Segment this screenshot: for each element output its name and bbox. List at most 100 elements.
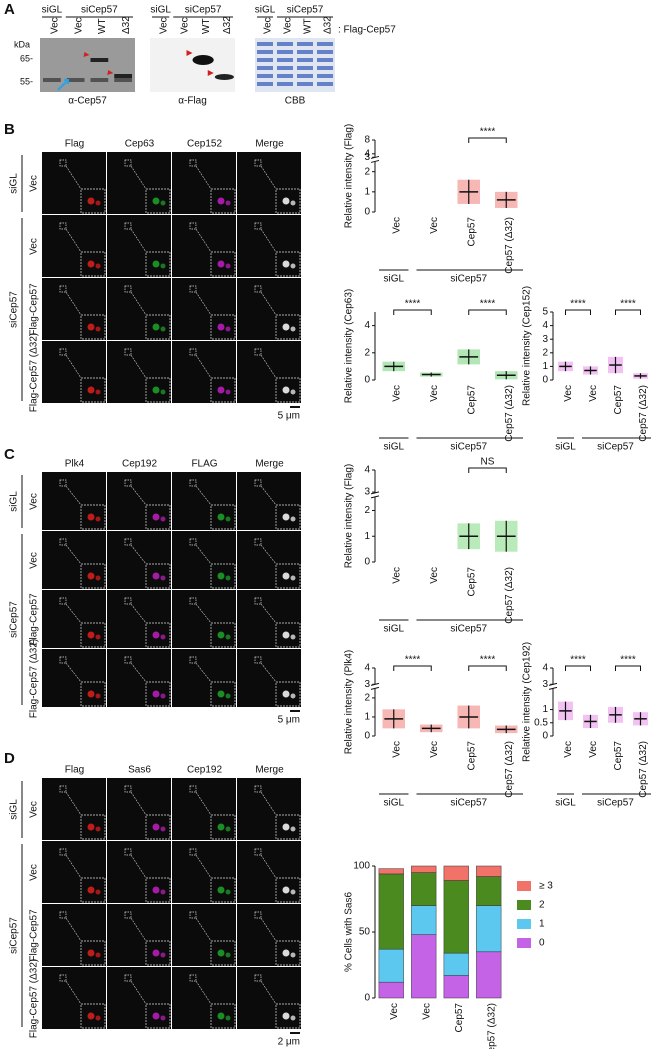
x-tick-label: Vec	[391, 567, 402, 584]
y-tick-label: 50	[359, 927, 371, 938]
roi	[254, 656, 262, 664]
group-label: siCep57	[450, 798, 487, 809]
inset-link	[260, 603, 277, 624]
bracket	[615, 309, 641, 315]
signal	[290, 516, 296, 522]
micrograph	[237, 778, 301, 840]
inset-link	[65, 917, 82, 942]
inset-link	[130, 917, 147, 942]
signal	[290, 826, 296, 832]
y-axis-label: Relative intensity (Flag)	[344, 124, 355, 228]
band	[317, 74, 333, 78]
signal	[95, 263, 101, 269]
channel-label: Flag	[65, 139, 84, 150]
x-tick-label: Vec	[391, 217, 402, 234]
inset-link	[195, 354, 212, 379]
x-tick-label: Cep57	[613, 741, 624, 771]
micrograph	[42, 472, 106, 530]
signal	[282, 1012, 290, 1020]
band	[297, 42, 313, 46]
micrograph	[42, 778, 106, 840]
y-tick-label: 1	[542, 361, 548, 372]
micrograph	[107, 841, 171, 903]
treatment-label: siGL	[9, 491, 20, 512]
y-tick-label: 0	[364, 557, 370, 568]
inset-link	[260, 791, 277, 816]
inset	[80, 251, 106, 277]
y-tick-label: 4	[364, 148, 370, 159]
inset-link	[65, 228, 82, 253]
signal	[282, 949, 290, 957]
bar-segment	[476, 951, 502, 999]
blot-image	[150, 38, 235, 92]
row-label: Vec	[29, 552, 40, 569]
inset	[210, 622, 236, 648]
treatment-label: siCep57	[81, 5, 118, 16]
lane-label: WT	[97, 18, 108, 34]
roi	[189, 656, 197, 664]
signal	[225, 693, 231, 699]
signal	[87, 572, 95, 580]
inset	[145, 814, 171, 840]
bar-segment	[378, 868, 404, 875]
inset	[145, 940, 171, 966]
roi	[59, 222, 67, 230]
inset-link	[260, 165, 277, 190]
x-tick-label: Cep57 (Δ32)	[504, 385, 515, 442]
signal	[282, 197, 290, 205]
y-tick-label: 100	[353, 861, 370, 872]
kda-label: kDa	[14, 39, 30, 49]
roi	[189, 538, 197, 546]
lane-label: Vec	[263, 17, 274, 34]
row-label: Vec	[29, 801, 40, 818]
band	[257, 50, 273, 54]
micrograph	[107, 904, 171, 966]
channel-label: Cep192	[122, 459, 157, 470]
micrograph	[172, 152, 236, 214]
y-tick-label: 4	[364, 320, 370, 331]
roi	[59, 285, 67, 293]
signal	[152, 631, 160, 639]
x-tick-label: Cep57	[466, 217, 477, 247]
bar-segment	[411, 905, 437, 935]
signal	[87, 323, 95, 331]
x-tick-label: Vec	[429, 741, 440, 758]
x-tick-label: Cep57	[466, 385, 477, 415]
band	[297, 82, 313, 86]
inset-link	[195, 485, 212, 506]
band	[297, 58, 313, 62]
inset-link	[130, 291, 147, 316]
x-tick-label: Cep57	[466, 741, 477, 771]
channel-label: Cep63	[125, 139, 155, 150]
signal	[160, 826, 166, 832]
lane-label: Vec	[180, 17, 191, 34]
signal	[160, 1015, 166, 1021]
roi	[254, 597, 262, 605]
arrow	[186, 50, 193, 56]
signal	[160, 516, 166, 522]
group-label: siGL	[383, 624, 404, 635]
inset	[145, 314, 171, 340]
signal	[217, 323, 225, 331]
channel-label: Merge	[255, 139, 284, 150]
inset-link	[65, 662, 82, 683]
roi	[59, 538, 67, 546]
group-label: siCep57	[597, 798, 634, 809]
band	[277, 58, 293, 62]
y-tick-label: 0.5	[534, 717, 548, 728]
signal	[225, 889, 231, 895]
band	[114, 74, 132, 78]
micrograph	[237, 967, 301, 1029]
signal	[87, 513, 95, 521]
signal	[282, 886, 290, 894]
roi	[189, 911, 197, 919]
blot-caption: α-Cep57	[68, 96, 107, 107]
micrograph	[237, 531, 301, 589]
band	[317, 42, 333, 46]
signal	[290, 200, 296, 206]
roi	[124, 222, 132, 230]
y-tick-label: 8	[364, 135, 370, 146]
roi	[189, 597, 197, 605]
inset	[80, 681, 106, 707]
inset-link	[130, 791, 147, 816]
